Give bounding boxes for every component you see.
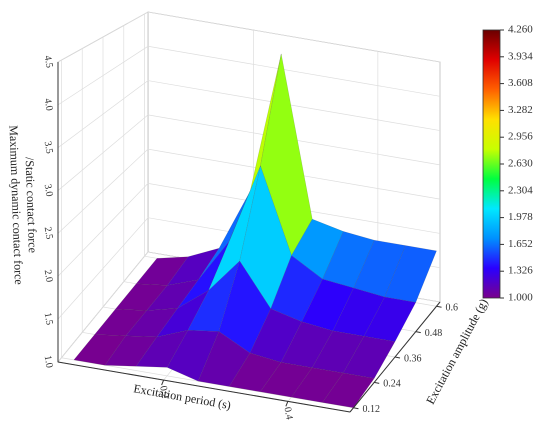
colorbar-tick-label: 3.934: [508, 50, 533, 62]
y-tick-label: 0.36: [404, 353, 422, 364]
colorbar-tick-label: 4.260: [508, 24, 533, 36]
y-tick-label: 0.48: [425, 328, 443, 339]
y-axis: [349, 301, 441, 413]
surface-cell: [321, 372, 375, 409]
colorbar-tick-label: 1.326: [508, 265, 533, 277]
y-tick-label: 0.6: [446, 303, 459, 314]
z-tick-label: 3.5: [42, 140, 55, 154]
y-tick: [394, 356, 401, 359]
z-tick-label: 2.5: [42, 226, 55, 240]
grid-line: [57, 80, 441, 148]
grid-line: [57, 114, 441, 191]
colorbar-tick-label: 1.978: [508, 211, 533, 223]
grid-line: [57, 11, 441, 63]
colorbar-tick-label: 1.652: [508, 238, 533, 250]
x-tick-label: 0.4: [282, 406, 295, 420]
colorbar-tick-label: 3.608: [508, 77, 533, 89]
colorbar-tick-label: 3.282: [508, 104, 533, 116]
z-tick-label: 3.0: [42, 183, 55, 197]
grid-line: [57, 148, 441, 234]
z-tick-label: 4.5: [42, 55, 55, 69]
grid-line: [57, 45, 441, 106]
colorbar-tick-label: 2.304: [508, 184, 533, 196]
y-tick: [353, 407, 359, 410]
colorbar-tick-label: 2.630: [508, 158, 533, 170]
z-axis-label: /Static contact force: [23, 157, 40, 253]
z-tick-label: 1.0: [42, 355, 55, 369]
y-tick-label: 0.24: [383, 379, 401, 390]
y-tick: [415, 331, 421, 334]
y-tick: [436, 305, 442, 308]
z-axis-label: Maximum dynamic contact force: [6, 125, 26, 285]
grid-line: [57, 183, 441, 277]
z-tick-label: 1.5: [42, 312, 55, 326]
y-tick: [374, 381, 380, 384]
colorbar-tick-label: 2.956: [508, 131, 533, 143]
x-tick: [161, 379, 165, 386]
x-axis: [57, 361, 351, 413]
colorbar-tick-label: 1.000: [508, 292, 533, 304]
z-tick-label: 4.0: [42, 97, 55, 111]
x-tick: [285, 401, 289, 407]
y-tick-label: 0.12: [362, 404, 380, 415]
z-tick-label: 2.0: [42, 269, 55, 283]
x-tick-label: 0.2: [157, 385, 170, 399]
colorbar: [482, 29, 501, 299]
